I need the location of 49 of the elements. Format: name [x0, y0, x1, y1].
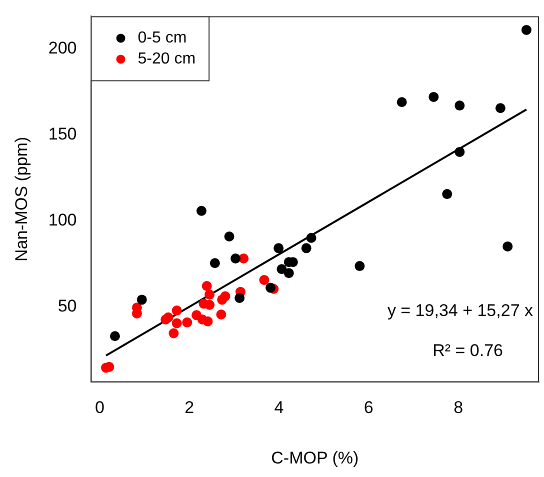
point — [284, 268, 294, 278]
point — [168, 328, 179, 338]
point — [276, 264, 287, 274]
y-tick-label: 100 — [48, 210, 77, 230]
point — [196, 206, 206, 216]
y-axis-title: Nan-MOS (ppm) — [12, 136, 31, 262]
x-tick-label: 0 — [94, 398, 104, 418]
point — [224, 231, 234, 242]
point — [266, 282, 276, 293]
point — [136, 294, 147, 305]
point — [202, 316, 213, 326]
point — [354, 261, 365, 272]
point — [495, 103, 506, 114]
point — [230, 253, 241, 264]
annotation: y = 19,34 + 15,27 x — [387, 300, 534, 320]
point — [234, 293, 245, 304]
point — [396, 97, 407, 108]
point — [182, 317, 192, 328]
point — [110, 331, 120, 342]
point — [210, 258, 220, 268]
point — [204, 290, 215, 300]
x-tick-label: 6 — [364, 398, 374, 418]
point — [306, 232, 316, 243]
legend-label: 0-5 cm — [138, 30, 187, 47]
point — [428, 92, 439, 102]
annotation: R² = 0.76 — [432, 340, 503, 360]
point — [204, 300, 215, 310]
point — [274, 243, 284, 254]
x-tick-label: 2 — [184, 398, 194, 418]
point — [172, 306, 182, 316]
x-tick-label: 4 — [274, 398, 284, 418]
x-tick-label: 8 — [454, 398, 464, 418]
point — [454, 100, 465, 111]
point — [216, 310, 226, 320]
y-tick-label: 200 — [48, 38, 77, 58]
x-axis-title: C-MOP (%) — [271, 448, 359, 468]
point — [259, 274, 270, 285]
point — [454, 146, 465, 157]
point — [301, 243, 312, 254]
point — [220, 291, 230, 302]
point — [521, 24, 532, 35]
point — [502, 241, 513, 252]
point — [202, 280, 212, 291]
point — [172, 318, 182, 328]
y-tick-label: 50 — [58, 296, 77, 316]
point — [442, 189, 452, 200]
y-tick-label: 150 — [48, 124, 77, 144]
point — [160, 314, 171, 324]
legend-label: 5-20 cm — [138, 50, 196, 68]
